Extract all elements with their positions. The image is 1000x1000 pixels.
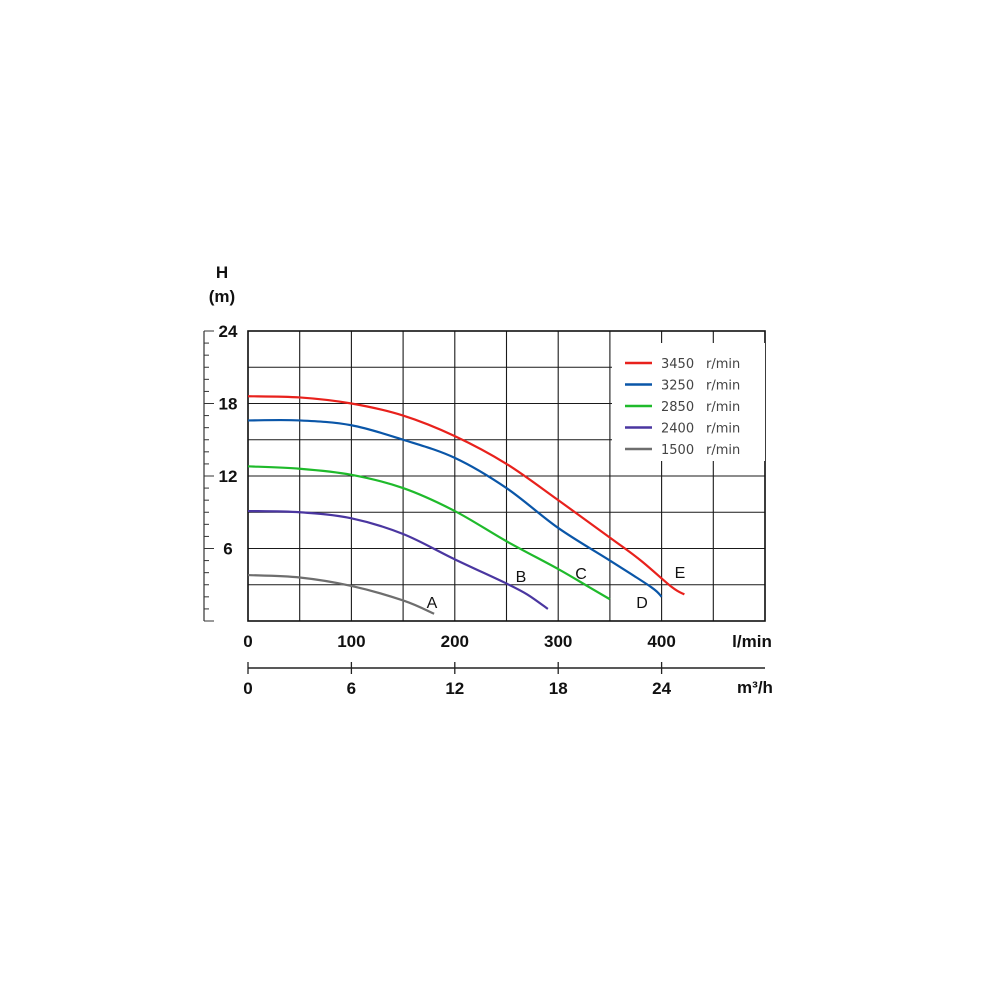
x-tick-label-secondary: 18 xyxy=(549,679,568,698)
y-axis-unit: (m) xyxy=(209,287,235,306)
legend-label-3250: 3250 xyxy=(661,379,694,394)
y-axis xyxy=(203,330,214,622)
y-tick-label: 18 xyxy=(219,395,238,414)
x-tick-label-secondary: 0 xyxy=(243,679,252,698)
curve-label-B: B xyxy=(516,569,527,586)
x-tick-label-secondary: 12 xyxy=(445,679,464,698)
curve-label-A: A xyxy=(427,595,438,612)
legend: 3450 r/min 3250 r/min 2850 r/min 2400 r/min 1500… xyxy=(612,343,765,461)
x-tick-label-secondary: 24 xyxy=(652,679,671,698)
x-tick-label-primary: 400 xyxy=(647,632,675,651)
series-line-3450 xyxy=(247,395,685,596)
y-tick-label: 6 xyxy=(223,540,232,559)
legend-unit: r/min xyxy=(706,443,740,458)
legend-label-3450: 3450 xyxy=(661,357,694,372)
y-tick-label: 24 xyxy=(219,322,238,341)
series-line-2400 xyxy=(247,509,549,610)
x-tick-labels-secondary: 0 6 12 18 24 xyxy=(243,662,672,698)
x-tick-labels-primary: 0 100 200 300 400 xyxy=(243,632,676,651)
curve-label-C: C xyxy=(575,566,587,583)
legend-unit: r/min xyxy=(706,400,740,415)
legend-label-1500: 1500 xyxy=(661,443,694,458)
legend-label-2850: 2850 xyxy=(661,400,694,415)
legend-label-2400: 2400 xyxy=(661,422,694,437)
x-axis-unit-primary: l/min xyxy=(732,632,772,651)
curve-label-E: E xyxy=(675,565,686,582)
y-tick-labels: 24 18 12 6 xyxy=(219,322,238,559)
curve-label-D: D xyxy=(636,595,648,612)
x-tick-label-primary: 200 xyxy=(441,632,469,651)
series-line-1500 xyxy=(247,573,435,615)
x-tick-label-primary: 0 xyxy=(243,632,252,651)
series-group xyxy=(247,395,685,615)
legend-unit: r/min xyxy=(706,357,740,372)
series-line-3250 xyxy=(247,418,663,598)
legend-unit: r/min xyxy=(706,422,740,437)
legend-unit: r/min xyxy=(706,379,740,394)
x-axis-unit-secondary: m³/h xyxy=(737,678,773,697)
x-tick-label-primary: 300 xyxy=(544,632,572,651)
series-line-2850 xyxy=(247,465,611,601)
x-tick-label-primary: 100 xyxy=(337,632,365,651)
x-tick-label-secondary: 6 xyxy=(347,679,356,698)
curve-labels: E D C B A xyxy=(427,565,686,612)
y-axis-title: H xyxy=(216,263,228,282)
plot-frame xyxy=(247,330,766,622)
y-tick-label: 12 xyxy=(219,467,238,486)
